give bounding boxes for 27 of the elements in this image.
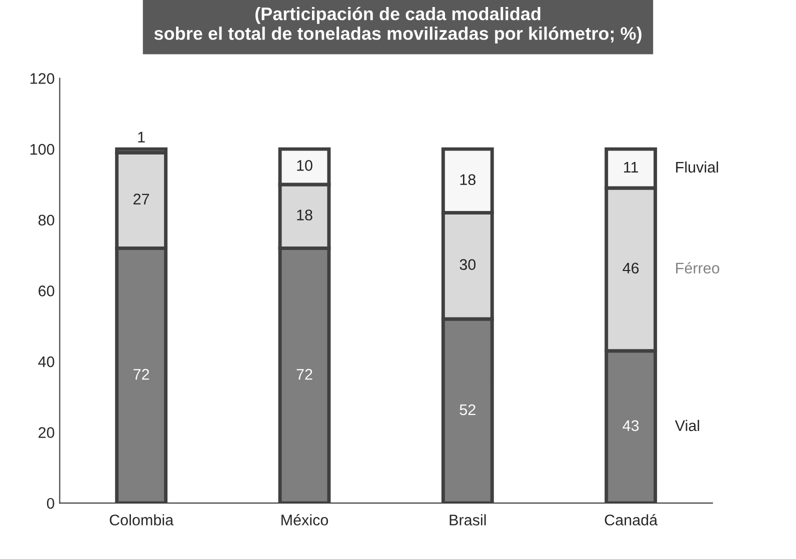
data-label: 43: [622, 420, 639, 432]
y-tick-label: 80: [38, 214, 54, 226]
data-label: 72: [134, 368, 150, 380]
data-label: 1: [138, 132, 145, 142]
data-label: 72: [296, 368, 312, 380]
chart-title: (Participación de cada modalidad sobre el total de toneladas movilizadas por kilómetro; %): [154, 6, 642, 44]
x-tick-label: Canadá: [604, 514, 658, 526]
data-label: 27: [134, 194, 150, 204]
x-tick-label: Brasil: [450, 514, 486, 526]
y-tick-label: 100: [30, 144, 54, 155]
data-label: 11: [624, 162, 638, 172]
data-label: 18: [297, 210, 312, 220]
data-label: 10: [297, 160, 312, 171]
data-label: 46: [622, 262, 639, 274]
series-label: Fluvial: [676, 161, 718, 173]
y-tick-label: 40: [38, 356, 54, 368]
data-label: 30: [460, 259, 476, 270]
series-label: Vial: [674, 420, 700, 432]
data-label: 52: [460, 404, 476, 416]
y-tick-label: 120: [30, 73, 54, 84]
y-tick-label: 60: [38, 286, 54, 296]
y-tick-label: 20: [38, 427, 54, 438]
x-tick-label: México: [282, 514, 328, 526]
x-tick-label: Colombia: [110, 514, 174, 526]
series-label: Férreo: [676, 262, 720, 274]
data-label: 18: [460, 174, 476, 186]
y-tick-label: 0: [46, 498, 54, 509]
